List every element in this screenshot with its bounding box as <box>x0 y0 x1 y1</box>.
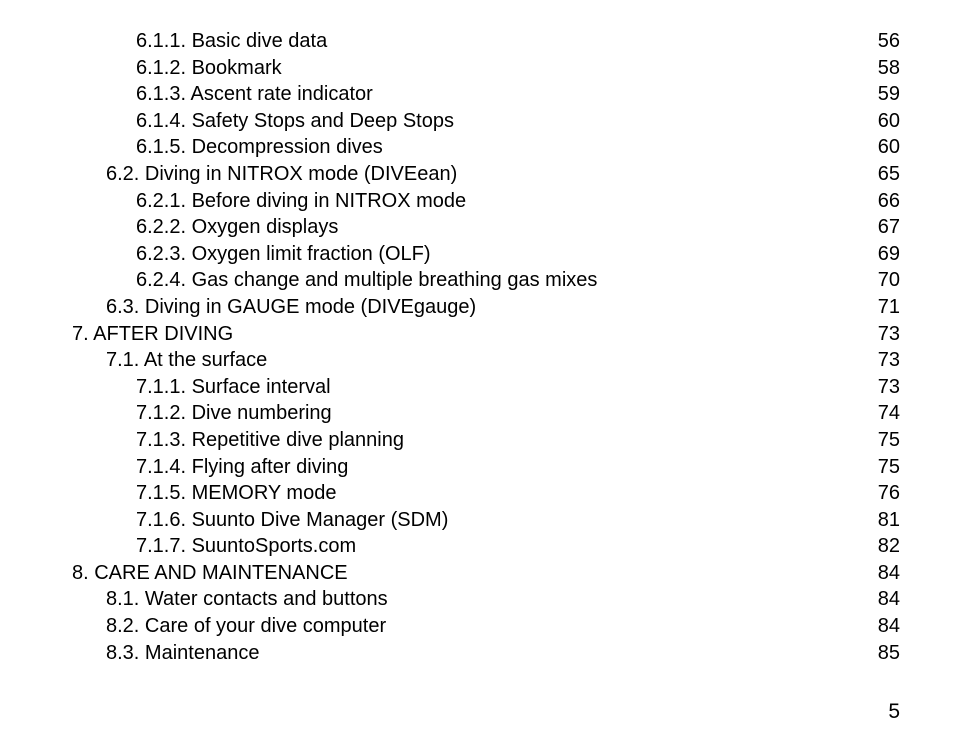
toc-entry: 6.1.5. Decompression dives 60 <box>58 134 900 161</box>
toc-entry: 6.2. Diving in NITROX mode (DIVEean) 65 <box>58 161 900 188</box>
toc-entry-label: 8.1. Water contacts and buttons <box>106 586 388 613</box>
toc-entry-page: 73 <box>874 374 900 401</box>
toc-entry: 6.2.3. Oxygen limit fraction (OLF) 69 <box>58 241 900 268</box>
toc-entry-page: 71 <box>874 294 900 321</box>
toc-entry-label: 6.1.5. Decompression dives <box>136 134 383 161</box>
toc-entry-page: 65 <box>874 161 900 188</box>
toc-entry-page: 84 <box>874 560 900 587</box>
toc-entry-label: 6.1.4. Safety Stops and Deep Stops <box>136 108 454 135</box>
toc-entry-label: 7.1.7. SuuntoSports.com <box>136 533 356 560</box>
toc-entry: 6.1.2. Bookmark 58 <box>58 55 900 82</box>
toc-entry-label: 7.1.5. MEMORY mode <box>136 480 336 507</box>
toc-entry: 8.2. Care of your dive computer 84 <box>58 613 900 640</box>
toc-entry-label: 8. CARE AND MAINTENANCE <box>72 560 348 587</box>
page: 6.1.1. Basic dive data 566.1.2. Bookmark… <box>0 0 954 756</box>
toc-entry-page: 56 <box>874 28 900 55</box>
page-number: 5 <box>888 700 900 724</box>
toc-entry-label: 6.1.3. Ascent rate indicator <box>136 81 373 108</box>
toc-entry-page: 74 <box>874 400 900 427</box>
toc-entry: 8.3. Maintenance 85 <box>58 640 900 667</box>
toc-entry-label: 6.2.3. Oxygen limit fraction (OLF) <box>136 241 431 268</box>
toc-entry: 6.2.1. Before diving in NITROX mode 66 <box>58 188 900 215</box>
toc-entry: 8.1. Water contacts and buttons 84 <box>58 586 900 613</box>
toc-entry-label: 8.3. Maintenance <box>106 640 259 667</box>
toc-entry-page: 75 <box>874 454 900 481</box>
toc-entry-page: 60 <box>874 108 900 135</box>
toc-entry-page: 73 <box>874 347 900 374</box>
toc-entry-label: 6.2.4. Gas change and multiple breathing… <box>136 267 597 294</box>
toc-entry-label: 6.2.2. Oxygen displays <box>136 214 338 241</box>
toc-entry-label: 6.2.1. Before diving in NITROX mode <box>136 188 466 215</box>
toc-entry: 6.1.4. Safety Stops and Deep Stops 60 <box>58 108 900 135</box>
toc-entry: 7.1.2. Dive numbering 74 <box>58 400 900 427</box>
toc-entry-label: 7.1. At the surface <box>106 347 267 374</box>
toc-entry: 6.3. Diving in GAUGE mode (DIVEgauge) 71 <box>58 294 900 321</box>
toc-entry: 7.1.3. Repetitive dive planning 75 <box>58 427 900 454</box>
toc-entry-page: 70 <box>874 267 900 294</box>
toc-entry: 7.1. At the surface 73 <box>58 347 900 374</box>
toc-entry-page: 59 <box>874 81 900 108</box>
toc-entry-page: 58 <box>874 55 900 82</box>
toc-entry-page: 69 <box>874 241 900 268</box>
toc-entry-label: 7.1.3. Repetitive dive planning <box>136 427 404 454</box>
toc-entry-label: 7.1.4. Flying after diving <box>136 454 348 481</box>
toc-entry: 6.1.1. Basic dive data 56 <box>58 28 900 55</box>
toc-entry-label: 7. AFTER DIVING <box>72 321 233 348</box>
toc-entry-label: 6.1.1. Basic dive data <box>136 28 327 55</box>
toc-entry-label: 7.1.1. Surface interval <box>136 374 331 401</box>
toc-entry-page: 84 <box>874 613 900 640</box>
toc-entry-page: 66 <box>874 188 900 215</box>
toc-entry-page: 76 <box>874 480 900 507</box>
toc-entry-page: 82 <box>874 533 900 560</box>
toc-entry: 7.1.7. SuuntoSports.com 82 <box>58 533 900 560</box>
toc-entry: 7.1.6. Suunto Dive Manager (SDM) 81 <box>58 507 900 534</box>
toc-entry: 6.2.2. Oxygen displays 67 <box>58 214 900 241</box>
toc-entry-page: 85 <box>874 640 900 667</box>
toc-entry-label: 7.1.6. Suunto Dive Manager (SDM) <box>136 507 448 534</box>
table-of-contents: 6.1.1. Basic dive data 566.1.2. Bookmark… <box>58 28 900 666</box>
toc-entry-label: 7.1.2. Dive numbering <box>136 400 332 427</box>
toc-entry: 7.1.1. Surface interval 73 <box>58 374 900 401</box>
toc-entry: 7.1.4. Flying after diving 75 <box>58 454 900 481</box>
toc-entry-label: 8.2. Care of your dive computer <box>106 613 386 640</box>
toc-entry: 8. CARE AND MAINTENANCE 84 <box>58 560 900 587</box>
toc-entry: 6.2.4. Gas change and multiple breathing… <box>58 267 900 294</box>
toc-entry-page: 73 <box>874 321 900 348</box>
toc-entry-page: 60 <box>874 134 900 161</box>
toc-entry: 7.1.5. MEMORY mode 76 <box>58 480 900 507</box>
toc-entry-page: 84 <box>874 586 900 613</box>
toc-entry-page: 81 <box>874 507 900 534</box>
toc-entry-label: 6.3. Diving in GAUGE mode (DIVEgauge) <box>106 294 476 321</box>
toc-entry: 6.1.3. Ascent rate indicator 59 <box>58 81 900 108</box>
toc-entry: 7. AFTER DIVING 73 <box>58 321 900 348</box>
toc-entry-page: 75 <box>874 427 900 454</box>
toc-entry-page: 67 <box>874 214 900 241</box>
toc-entry-label: 6.2. Diving in NITROX mode (DIVEean) <box>106 161 457 188</box>
toc-entry-label: 6.1.2. Bookmark <box>136 55 282 82</box>
